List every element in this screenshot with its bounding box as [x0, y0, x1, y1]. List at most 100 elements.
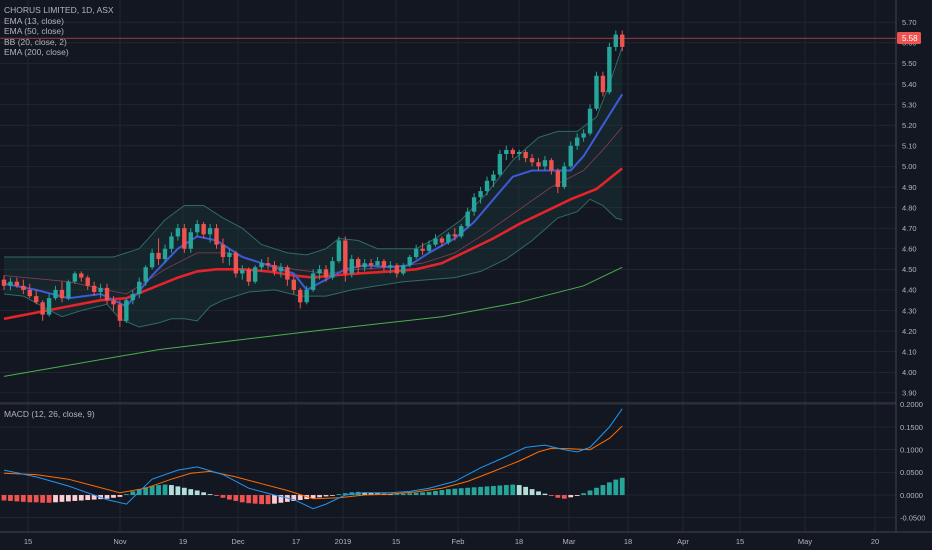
candle	[298, 287, 303, 309]
candle	[607, 42, 612, 95]
macd-histogram-bar	[581, 493, 586, 496]
macd-histogram-bar	[239, 495, 245, 503]
macd-histogram-bar	[20, 495, 26, 502]
candle-body	[175, 228, 181, 237]
candle	[484, 176, 490, 196]
legend-bb[interactable]: BB (20, close, 2)	[4, 36, 67, 47]
candle-body	[349, 259, 354, 274]
macd-histogram-bar	[207, 494, 213, 496]
price-tick-label: 4.10	[902, 347, 917, 356]
macd-histogram-bar	[130, 491, 136, 496]
candle-body	[91, 285, 97, 292]
macd-histogram-bar	[1, 495, 7, 501]
candle	[53, 285, 58, 301]
candle-body	[343, 240, 348, 274]
candle	[188, 228, 193, 253]
time-tick-label: 15	[24, 537, 32, 546]
macd-tick-label: 0.2000	[900, 400, 923, 409]
candle-body	[323, 269, 329, 278]
candle	[162, 244, 168, 264]
macd-histogram-bar	[510, 484, 516, 496]
candle	[285, 265, 290, 286]
candle	[613, 30, 618, 52]
price-tick-label: 4.30	[902, 306, 917, 315]
macd-histogram-bar	[233, 495, 239, 501]
candle-body	[220, 244, 226, 257]
macd-histogram-bar	[162, 484, 168, 496]
candle	[504, 145, 509, 161]
time-tick-label: May	[798, 537, 812, 546]
candle	[549, 158, 554, 175]
candle-body	[72, 273, 78, 282]
candle-body	[484, 180, 490, 192]
macd-histogram-bar	[246, 495, 252, 504]
macd-grid	[0, 403, 896, 532]
legend-ema-50[interactable]: EMA (50, close)	[4, 26, 64, 36]
candle	[175, 224, 181, 241]
macd-histogram-bar	[46, 495, 52, 503]
candle	[72, 271, 78, 284]
price-legend: CHORUS LIMITED, 1D, ASX EMA (13, close) …	[4, 5, 114, 58]
candle	[233, 250, 239, 278]
candle	[182, 224, 187, 253]
candle	[34, 289, 39, 305]
candle-body	[607, 46, 612, 93]
price-tick-label: 4.60	[902, 245, 917, 254]
candle-body	[162, 248, 168, 260]
candle-body	[291, 279, 296, 290]
macd-tick-label: 0.0500	[900, 468, 923, 477]
macd-histogram-bar	[265, 495, 271, 505]
macd-histogram-bar	[78, 495, 84, 501]
candle	[278, 263, 284, 278]
candle-body	[304, 289, 309, 303]
candle-body	[252, 267, 258, 282]
price-tick-label: 4.90	[902, 183, 917, 192]
candle	[581, 129, 586, 142]
macd-histogram-bar	[40, 495, 46, 503]
candle-body	[523, 151, 528, 159]
candle	[40, 300, 45, 321]
macd-axis[interactable]: 0.2000 0.1500 0.1000 0.0500 0.0000 -0.0500	[900, 400, 925, 522]
macd-histogram-bar	[278, 495, 284, 503]
candle-body	[104, 287, 110, 301]
candle-body	[517, 151, 522, 155]
candle-body	[388, 265, 393, 268]
macd-tick-label: 0.1000	[900, 445, 923, 454]
price-tick-label: 3.90	[902, 389, 917, 398]
legend-ema-13[interactable]: EMA (13, close)	[4, 15, 64, 26]
candle	[439, 236, 445, 247]
candle	[594, 71, 599, 111]
macd-histogram-bar	[439, 490, 445, 496]
candle	[542, 156, 548, 171]
candle-body	[272, 265, 277, 272]
candle	[497, 149, 503, 177]
candle	[98, 283, 103, 299]
price-grid	[0, 0, 896, 403]
candle-body	[381, 261, 387, 268]
candle-body	[40, 302, 45, 315]
candle	[343, 236, 348, 282]
candle-body	[117, 304, 123, 321]
candle	[124, 298, 129, 323]
candle-body	[53, 289, 58, 299]
legend-ema-200[interactable]: EMA (200, close)	[4, 47, 69, 57]
candle	[291, 275, 296, 295]
candle-body	[227, 252, 232, 257]
candle-body	[156, 252, 161, 260]
macd-tick-label: 0.0000	[900, 491, 923, 500]
candle-body	[98, 287, 103, 292]
candle-body	[542, 160, 548, 167]
macd-histogram-bar	[252, 495, 258, 504]
macd-histogram-bar	[336, 494, 342, 496]
macd-histogram-bar	[484, 486, 490, 496]
time-axis[interactable]: 15 Nov 19 Dec 17 2019 15 Feb 18 Mar 18 Apr 15 May 20	[24, 537, 879, 546]
legend-macd[interactable]: MACD (12, 26, close, 9)	[4, 409, 95, 419]
time-tick-label: 17	[292, 537, 300, 546]
candle-body	[298, 289, 303, 303]
candle	[375, 256, 380, 268]
candle	[491, 170, 496, 187]
macd-histogram-bar	[536, 491, 541, 496]
symbol-title[interactable]: CHORUS LIMITED, 1D, ASX	[4, 5, 114, 15]
price-tick-label: 5.40	[902, 80, 917, 89]
